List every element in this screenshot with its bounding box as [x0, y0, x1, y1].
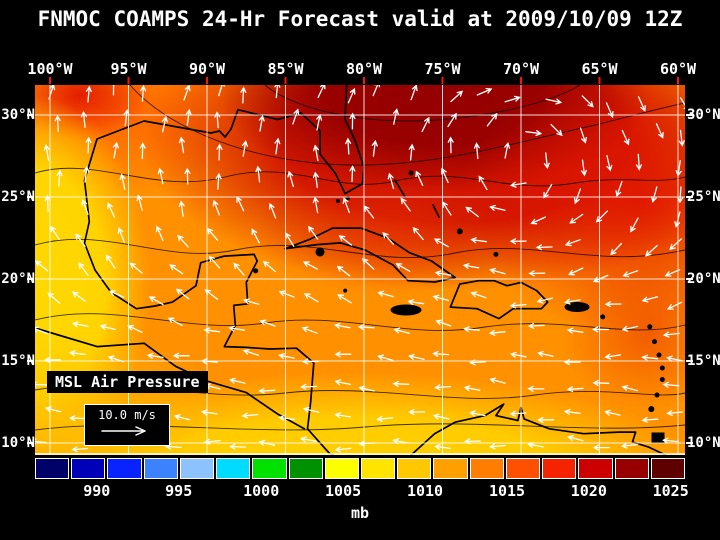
lat-label-left: 20°N: [1, 271, 35, 287]
colorbar-segment: [324, 458, 359, 479]
lat-label-left: 15°N: [1, 353, 35, 369]
field-label-box: MSL Air Pressure: [47, 371, 208, 393]
lon-label: 95°W: [110, 60, 147, 78]
lon-label: 90°W: [188, 60, 226, 78]
lon-label: 60°W: [659, 60, 697, 78]
colorbar-tick-label: 1005: [325, 482, 362, 500]
colorbar-tick-label: 1015: [488, 482, 526, 500]
colorbar-segment: [179, 458, 215, 479]
colorbar-segment: [107, 458, 142, 479]
lon-label: 80°W: [345, 60, 383, 78]
colorbar-tick-label: 1020: [570, 482, 607, 500]
colorbar-segment: [469, 458, 504, 479]
colorbar-segment: [252, 458, 287, 479]
lat-label-left: 30°N: [1, 107, 35, 123]
lat-label-right: 20°N: [687, 271, 720, 287]
forecast-title: FNMOC COAMPS 24-Hr Forecast valid at 200…: [37, 7, 683, 31]
lon-label: 85°W: [267, 60, 304, 78]
lat-label-right: 10°N: [687, 435, 720, 451]
colorbar-segment: [216, 458, 251, 479]
lat-label-right: 30°N: [687, 107, 720, 123]
colorbar-segment: [505, 458, 541, 479]
colorbar: [35, 458, 685, 479]
wind-scale-box: 10.0 m/s: [84, 404, 170, 446]
colorbar-segment: [614, 458, 649, 479]
field-label: MSL Air Pressure: [55, 373, 200, 391]
colorbar-segment: [397, 458, 432, 479]
lon-label: 100°W: [27, 60, 73, 78]
colorbar-segment: [143, 458, 178, 479]
colorbar-tick-label: 990: [83, 482, 111, 500]
wind-scale-arrow-icon: [101, 426, 146, 436]
lat-label-right: 15°N: [687, 353, 720, 369]
colorbar-segment: [71, 458, 106, 479]
colorbar-segment: [650, 458, 685, 479]
colorbar-segment: [360, 458, 396, 479]
colorbar-tick-label: 1025: [652, 482, 689, 500]
colorbar-segment: [35, 458, 70, 479]
lat-label-left: 10°N: [1, 435, 35, 451]
lon-label: 75°W: [424, 60, 461, 78]
lon-label: 65°W: [581, 60, 618, 78]
colorbar-tick-label: 1010: [406, 482, 444, 500]
colorbar-segment: [578, 458, 613, 479]
colorbar-segment: [542, 458, 577, 479]
colorbar-segment: [433, 458, 468, 479]
lat-label-right: 25°N: [687, 189, 720, 205]
colorbar-tick-label: 1000: [243, 482, 280, 500]
axis-ticks: [27, 77, 693, 444]
colorbar-segment: [288, 458, 323, 479]
grid-lines: [35, 85, 685, 455]
colorbar-tick-label: 995: [165, 482, 193, 500]
wind-scale-label: 10.0 m/s: [98, 408, 156, 422]
colorbar-unit: mb: [350, 504, 370, 522]
lat-label-left: 25°N: [1, 189, 35, 205]
lon-label: 70°W: [502, 60, 540, 78]
